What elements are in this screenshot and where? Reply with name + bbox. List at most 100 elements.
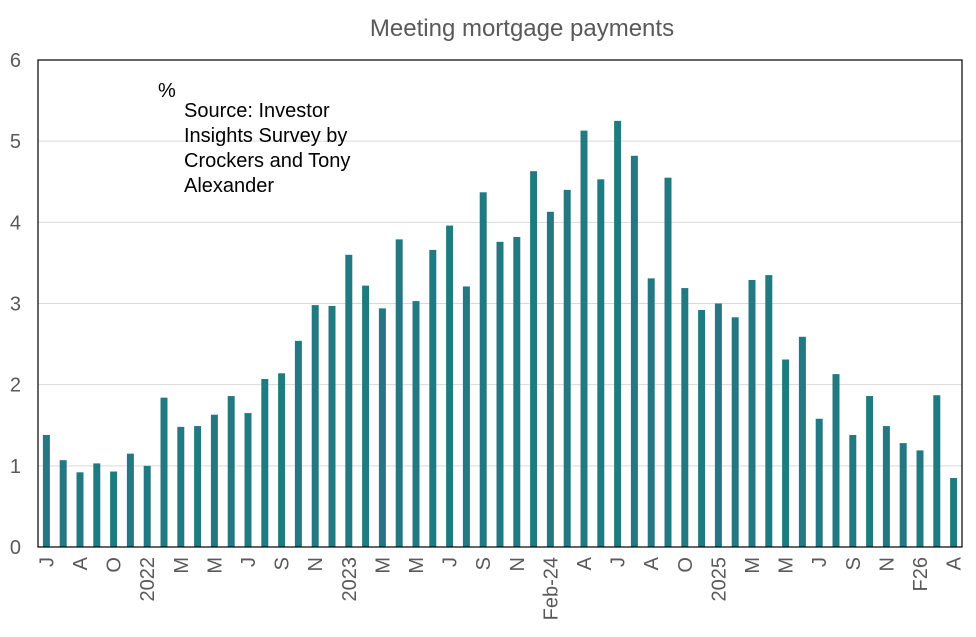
x-tick-label: J — [36, 557, 58, 567]
x-tick-label: M — [372, 557, 394, 574]
bar — [698, 309, 706, 547]
x-tick-label: Feb-24 — [540, 557, 562, 620]
bar — [328, 305, 336, 547]
x-tick-label: J — [440, 557, 462, 567]
y-axis-ticks: 0 1 2 3 4 5 6 — [10, 50, 21, 559]
bar — [546, 211, 554, 547]
bar — [462, 286, 470, 547]
bar — [479, 192, 487, 547]
bar — [345, 254, 353, 548]
unit-label: % — [158, 80, 176, 102]
x-tick-label: J — [809, 557, 831, 567]
bar — [882, 426, 890, 547]
y-tick-label: 0 — [10, 537, 21, 559]
x-tick-label: M — [171, 557, 193, 574]
bar — [446, 225, 454, 547]
bar — [563, 189, 571, 547]
y-tick-label: 1 — [10, 456, 21, 478]
bar — [513, 236, 521, 547]
x-tick-label: M — [204, 557, 226, 574]
source-annotation-line: Source: Investor — [184, 100, 330, 122]
bars — [42, 120, 958, 548]
x-tick-label: N — [876, 557, 898, 571]
bar — [731, 317, 739, 547]
bar — [630, 155, 638, 547]
bar — [278, 373, 286, 547]
x-tick-label: O — [675, 557, 697, 573]
bar — [59, 460, 67, 547]
y-tick-label: 3 — [10, 294, 21, 316]
bar — [614, 120, 622, 547]
bar — [866, 396, 874, 547]
source-annotation-line: Alexander — [184, 175, 274, 197]
bar — [647, 278, 655, 547]
bar — [311, 305, 319, 547]
bar — [664, 177, 672, 548]
bar — [933, 395, 941, 547]
chart-title: Meeting mortgage payments — [370, 15, 674, 42]
x-tick-label: N — [507, 557, 529, 571]
bar — [42, 434, 50, 547]
bar — [798, 336, 806, 547]
x-tick-label: M — [776, 557, 798, 574]
x-tick-label: 2022 — [137, 557, 159, 602]
bar — [244, 413, 252, 547]
bar — [412, 301, 420, 547]
y-tick-label: 5 — [10, 131, 21, 153]
x-tick-label: M — [406, 557, 428, 574]
x-tick-label: 2025 — [708, 557, 730, 602]
bar — [765, 275, 773, 547]
bar — [714, 303, 722, 547]
bar — [110, 471, 118, 547]
x-tick-label: F26 — [910, 557, 932, 591]
y-tick-label: 6 — [10, 50, 21, 72]
bar — [294, 340, 302, 547]
source-annotation-line: Insights Survey by — [184, 125, 347, 147]
x-tick-label: S — [843, 557, 865, 570]
x-tick-label: N — [305, 557, 327, 571]
bar — [530, 171, 538, 547]
source-annotation-line: Crockers and Tony — [184, 150, 350, 172]
plot-frame — [37, 59, 963, 548]
bar — [950, 478, 958, 547]
bar — [429, 249, 437, 547]
x-tick-label: S — [473, 557, 495, 570]
bar — [194, 426, 202, 547]
bar — [395, 239, 403, 547]
bar — [261, 378, 269, 547]
bar — [378, 308, 386, 547]
x-tick-label: S — [272, 557, 294, 570]
bar — [849, 434, 857, 547]
bar — [815, 418, 823, 547]
x-tick-label: A — [944, 556, 966, 570]
x-tick-label: J — [238, 557, 260, 567]
bar — [93, 463, 101, 547]
x-tick-label: M — [742, 557, 764, 574]
bar — [580, 130, 588, 548]
x-tick-label: O — [104, 557, 126, 573]
bar — [126, 453, 134, 547]
x-tick-label: J — [608, 557, 630, 567]
x-axis-ticks: J A O 2022 M M J S N 2023 M M J S N Feb-24 A J A O 2025 M M J S N… — [36, 556, 965, 620]
x-tick-label: 2023 — [339, 557, 361, 602]
bar — [899, 443, 907, 547]
bar — [227, 396, 235, 547]
bar — [782, 359, 790, 547]
bar — [748, 279, 756, 547]
x-tick-label: A — [641, 556, 663, 570]
bar — [496, 241, 504, 547]
bar — [76, 472, 84, 547]
x-tick-label: A — [70, 556, 92, 570]
bar — [362, 285, 370, 547]
source-annotation: Source: Investor Insights Survey by Crocke… — [184, 100, 350, 197]
bar — [916, 450, 924, 547]
y-tick-label: 4 — [10, 212, 21, 234]
bar — [597, 179, 605, 547]
bar — [160, 397, 168, 547]
bar — [210, 414, 218, 547]
y-tick-label: 2 — [10, 375, 21, 397]
x-tick-label: A — [574, 556, 596, 570]
bar — [681, 288, 689, 547]
bar — [177, 426, 185, 547]
